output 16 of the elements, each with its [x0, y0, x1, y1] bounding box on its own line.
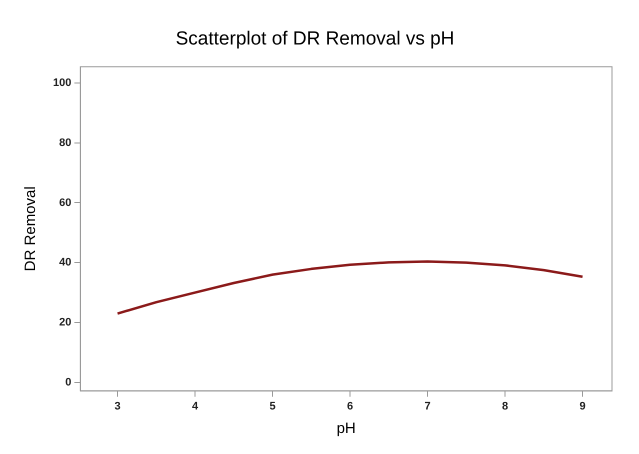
y-tick-label: 80	[59, 136, 72, 149]
x-tick-label: 6	[346, 400, 354, 412]
x-tick-label: 5	[269, 400, 276, 412]
x-tick-label: 3	[114, 400, 121, 412]
x-axis-title: pH	[336, 420, 356, 438]
x-tick-label: 7	[424, 400, 431, 412]
x-tick-label: 4	[192, 400, 199, 412]
y-tick-label: 60	[59, 196, 72, 209]
chart-title: Scatterplot of DR Removal vs pH	[176, 28, 454, 50]
y-tick-label: 40	[59, 256, 72, 269]
y-tick-label: 20	[59, 316, 72, 329]
y-axis-title: DR Removal	[22, 186, 40, 272]
x-tick-label: 9	[579, 400, 586, 412]
y-tick-label: 0	[65, 376, 72, 388]
y-tick-label: 100	[52, 77, 72, 89]
x-tick-label: 8	[502, 400, 508, 412]
